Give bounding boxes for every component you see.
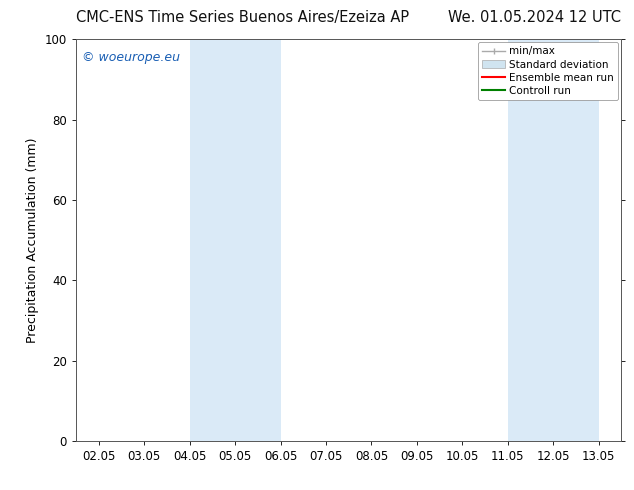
Text: © woeurope.eu: © woeurope.eu — [82, 51, 179, 64]
Text: CMC-ENS Time Series Buenos Aires/Ezeiza AP: CMC-ENS Time Series Buenos Aires/Ezeiza … — [76, 10, 409, 25]
Bar — [190, 39, 280, 441]
Y-axis label: Precipitation Accumulation (mm): Precipitation Accumulation (mm) — [26, 137, 39, 343]
Bar — [508, 39, 598, 441]
Text: We. 01.05.2024 12 UTC: We. 01.05.2024 12 UTC — [448, 10, 621, 25]
Legend: min/max, Standard deviation, Ensemble mean run, Controll run: min/max, Standard deviation, Ensemble me… — [478, 42, 618, 100]
